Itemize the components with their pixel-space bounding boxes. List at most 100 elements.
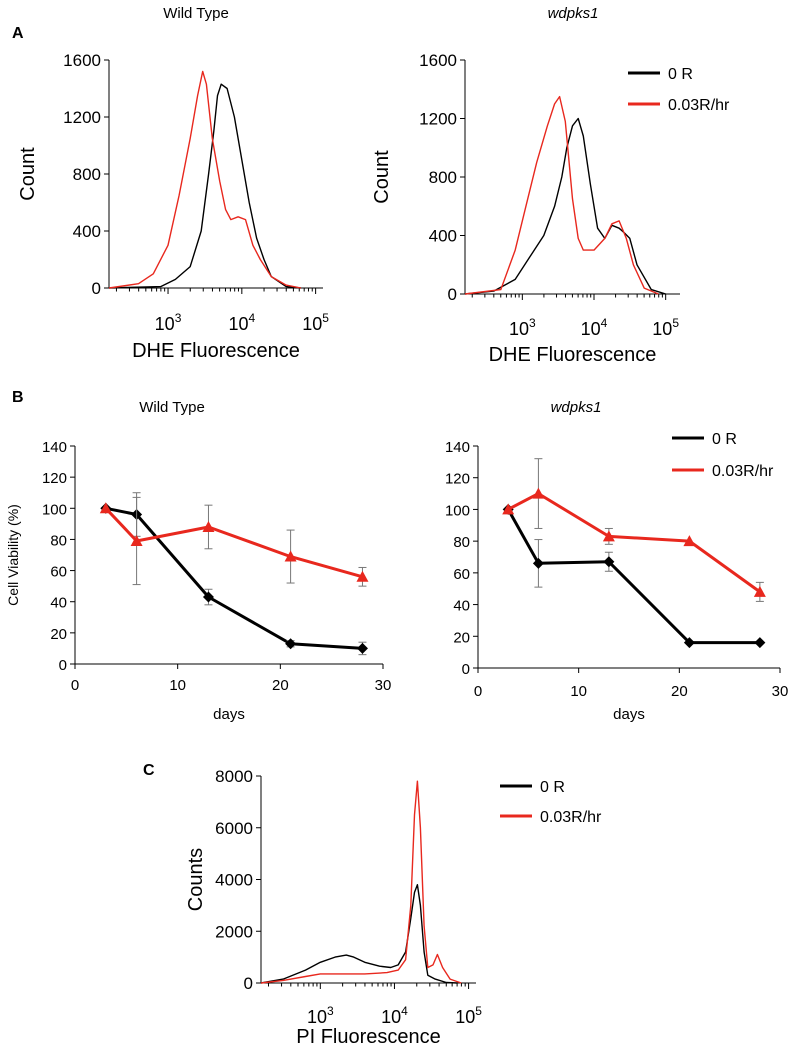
x-tick-label: 10 (570, 683, 587, 700)
y-tick-label: 4000 (215, 871, 253, 890)
data-point-triangle (356, 570, 369, 582)
series-line (108, 70, 302, 289)
y-axis-label: Count (371, 150, 393, 204)
chart-title: Wild Type (139, 399, 205, 416)
y-axis-label: Counts (185, 848, 207, 911)
x-tick-label: 105 (302, 311, 329, 334)
y-tick-label: 2000 (215, 922, 253, 941)
x-tick-exponent: 4 (248, 311, 255, 325)
x-tick-base: 10 (509, 319, 529, 339)
data-point-diamond (202, 591, 214, 603)
y-tick-label: 20 (453, 629, 470, 646)
x-tick-base: 10 (381, 1007, 401, 1027)
y-tick-label: 40 (453, 598, 470, 615)
series-line (260, 780, 462, 984)
data-point-triangle (532, 487, 545, 499)
series-control (100, 492, 368, 656)
y-tick-label: 800 (73, 165, 101, 184)
series-treated (260, 780, 462, 984)
legend-label: 0 R (712, 431, 737, 448)
series-line (507, 492, 761, 594)
chart-title: Wild Type (163, 5, 229, 22)
x-tick-exponent: 5 (322, 311, 329, 325)
data-point-diamond (532, 557, 544, 569)
series-line (506, 508, 760, 645)
data-point-triangle (683, 535, 696, 547)
y-axis-label: Count (17, 147, 39, 201)
x-axis-label: days (613, 706, 645, 723)
chart-b-wt: Wild Type 0 20 40 60 80 100 120 140 0 10 20 30 days Ce… (5, 399, 391, 723)
y-tick-label: 20 (50, 626, 67, 643)
y-tick-label: 0 (448, 285, 457, 304)
series-line (260, 884, 458, 984)
series-treated (108, 70, 302, 289)
x-tick-base: 10 (581, 319, 601, 339)
series-line (464, 117, 666, 295)
x-tick-label: 30 (772, 683, 789, 700)
legend-label: 0 R (668, 66, 693, 83)
data-point-triangle (99, 502, 112, 514)
y-tick-label: 120 (42, 470, 67, 487)
data-point-triangle (130, 534, 143, 546)
y-tick-label: 1600 (63, 51, 101, 70)
y-tick-label: 60 (50, 564, 67, 581)
x-tick-base: 10 (228, 314, 248, 334)
data-point-triangle (284, 550, 297, 562)
x-tick-exponent: 5 (475, 1004, 482, 1018)
x-axis-label: PI Fluorescence (296, 1026, 441, 1048)
data-point-triangle (202, 520, 215, 532)
y-tick-label: 8000 (215, 767, 253, 786)
series-line (105, 506, 363, 650)
legend-label: 0.03R/hr (540, 809, 602, 826)
data-point-diamond (683, 637, 695, 649)
x-tick-label: 104 (581, 316, 608, 339)
series-treated (99, 496, 369, 587)
x-tick-label: 10 (169, 677, 186, 694)
x-tick-exponent: 5 (672, 316, 679, 330)
data-point-triangle (753, 585, 766, 597)
series-control (502, 503, 766, 649)
legend-label: 0.03R/hr (712, 463, 774, 480)
y-tick-label: 0 (244, 974, 253, 993)
y-tick-label: 0 (462, 661, 470, 678)
x-axis-label: days (213, 706, 245, 723)
y-tick-label: 100 (445, 502, 470, 519)
y-tick-label: 6000 (215, 819, 253, 838)
x-tick-label: 104 (228, 311, 255, 334)
x-tick-label: 0 (71, 677, 79, 694)
legend-label: 0.03R/hr (668, 97, 730, 114)
data-point-diamond (285, 638, 297, 650)
x-axis-label: DHE Fluorescence (132, 340, 300, 362)
data-point-diamond (754, 637, 766, 649)
series-control (260, 884, 458, 984)
series-treated (464, 95, 659, 295)
chart-b-mut: wdpks1 0 20 40 60 80 100 120 140 0 10 20 30 days 0 R 0.… (445, 399, 788, 723)
y-tick-label: 0 (92, 279, 101, 298)
panel-label-b: B (12, 389, 24, 406)
series-line (464, 95, 659, 295)
y-tick-label: 400 (73, 222, 101, 241)
y-tick-label: 400 (429, 227, 457, 246)
y-tick-label: 140 (445, 439, 470, 456)
y-tick-label: 120 (445, 471, 470, 488)
legend: 0 R 0.03R/hr (500, 779, 602, 826)
series-control (108, 83, 301, 289)
legend-label: 0 R (540, 779, 565, 796)
chart-title: wdpks1 (548, 5, 599, 22)
x-tick-label: 103 (155, 311, 182, 334)
x-tick-label: 30 (375, 677, 392, 694)
legend: 0 R 0.03R/hr (672, 431, 774, 480)
legend: 0 R 0.03R/hr (628, 66, 730, 114)
data-point-diamond (356, 642, 368, 654)
x-tick-label: 103 (307, 1004, 334, 1027)
x-tick-base: 10 (455, 1007, 475, 1027)
data-point-diamond (603, 556, 615, 568)
x-tick-label: 20 (272, 677, 289, 694)
x-tick-exponent: 4 (401, 1004, 408, 1018)
x-tick-exponent: 3 (175, 311, 182, 325)
x-tick-label: 105 (455, 1004, 482, 1027)
